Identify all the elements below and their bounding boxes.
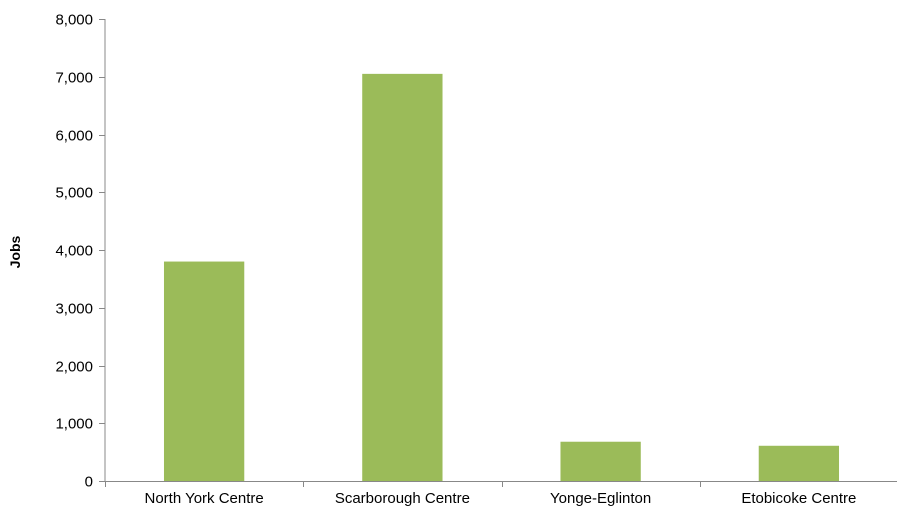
x-tick-label: Etobicoke Centre: [741, 490, 856, 507]
x-tick-label: North York Centre: [145, 490, 264, 507]
y-tick-label: 7,000: [55, 70, 93, 87]
x-tick-label: Scarborough Centre: [335, 490, 470, 507]
y-axis-title: Jobs: [7, 235, 23, 268]
y-tick-label: 4,000: [55, 243, 93, 260]
y-tick-label: 0: [85, 474, 93, 491]
y-tick-label: 6,000: [55, 128, 93, 145]
x-tick-label: Yonge-Eglinton: [550, 490, 651, 507]
bars: [163, 73, 840, 482]
y-tick-label: 5,000: [55, 185, 93, 202]
y-tick-label: 2,000: [55, 359, 93, 376]
y-tick-label: 1,000: [55, 416, 93, 433]
y-tick-label: 3,000: [55, 301, 93, 318]
bar-scarborough-centre: [362, 73, 443, 482]
y-axis: 0 1,000 2,000 3,000 4,000 5,000 6,000 7,000 8,00…: [55, 12, 106, 491]
bar-etobicoke-centre: [758, 445, 840, 481]
bar-north-york-centre: [163, 261, 245, 481]
x-axis: North York Centre Scarborough Centre Yonge…: [105, 481, 897, 507]
y-tick-label: 8,000: [55, 12, 93, 29]
bar-yonge-eglinton: [560, 441, 641, 481]
